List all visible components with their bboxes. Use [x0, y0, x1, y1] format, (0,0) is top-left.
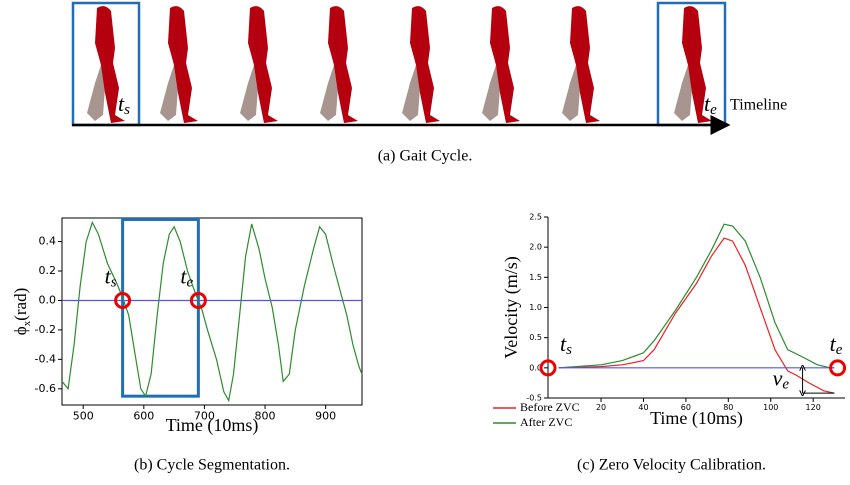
- event-label: ts: [560, 331, 572, 358]
- sub: s: [566, 342, 572, 358]
- timeline-label: Timeline: [730, 97, 787, 114]
- y-tick-label: 0.4: [39, 235, 57, 248]
- sub: e: [836, 342, 843, 358]
- gait-panel: Timeline ts te (a) Gait Cycle.: [72, 3, 787, 165]
- event-label: ts: [105, 264, 117, 291]
- caption: (a) Gait Cycle.: [378, 148, 473, 165]
- caption: (b) Cycle Segmentation.: [134, 457, 290, 474]
- y-tick-label: 0.5: [529, 333, 542, 342]
- sub: e: [186, 275, 193, 291]
- x-tick-label: 20: [596, 403, 606, 412]
- y-tick-label: 0.2: [39, 264, 57, 277]
- series-line: [559, 238, 835, 393]
- legend-label: After ZVC: [520, 415, 572, 429]
- x-tick-label: 120: [806, 403, 821, 412]
- y-tick-label: 2.5: [529, 213, 542, 222]
- plot-frame: [62, 218, 362, 405]
- x-axis-label: Time (10ms): [650, 408, 743, 429]
- sub: e: [710, 102, 717, 118]
- event-label: te: [830, 331, 843, 358]
- x-axis-label: Time (10ms): [166, 415, 259, 436]
- y-tick-label: 1.5: [529, 273, 542, 282]
- y-axis-label: ϕx(rad): [11, 288, 33, 335]
- walker: [240, 6, 278, 123]
- y-tick-label: 2.0: [529, 243, 542, 252]
- segment-box: [123, 219, 199, 396]
- te-label: te: [704, 91, 717, 118]
- ts-label: ts: [118, 91, 130, 118]
- sub: s: [124, 102, 130, 118]
- figure: Timeline ts te (a) Gait Cycle. 500600700…: [0, 0, 850, 485]
- x-tick-label: 900: [315, 410, 336, 423]
- x-tick-label: 40: [638, 403, 648, 412]
- walker: [320, 6, 358, 123]
- walker: [160, 6, 198, 123]
- caption: (c) Zero Velocity Calibration.: [577, 457, 766, 474]
- y-tick-label: -0.6: [35, 382, 56, 395]
- y-tick-label: 0.0: [39, 293, 57, 306]
- y-axis-label: Velocity (m/s): [501, 256, 522, 358]
- main: v: [773, 366, 783, 391]
- series-line: [62, 222, 362, 400]
- y-tick-label: -0.4: [35, 352, 56, 365]
- walker: [402, 6, 440, 123]
- series-line: [559, 224, 835, 368]
- x-tick-label: 600: [133, 410, 154, 423]
- unit: (rad): [11, 288, 30, 321]
- x-tick-label: 100: [763, 403, 778, 412]
- y-tick-label: 1.0: [529, 303, 542, 312]
- main: ϕ: [11, 326, 30, 335]
- walker: [562, 6, 600, 123]
- walker: [482, 6, 520, 123]
- y-tick-label: -0.2: [35, 323, 56, 336]
- x-tick-label: 500: [73, 410, 94, 423]
- sub: s: [111, 275, 117, 291]
- sub: e: [782, 377, 789, 393]
- legend-label: Before ZVC: [520, 400, 580, 414]
